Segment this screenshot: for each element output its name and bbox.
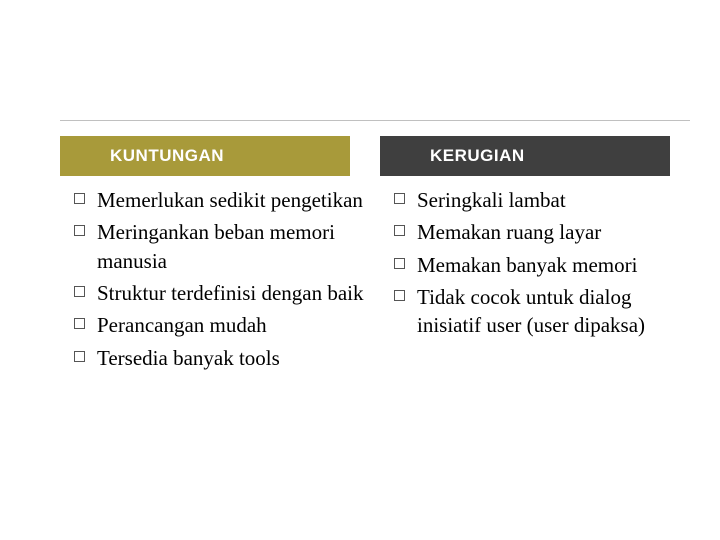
left-column: KUNTUNGAN Memerlukan sedikit pengetikan … xyxy=(60,136,370,376)
list-item: Struktur terdefinisi dengan baik xyxy=(74,279,370,307)
bullet-icon xyxy=(74,225,85,236)
list-item: Seringkali lambat xyxy=(394,186,690,214)
right-list: Seringkali lambat Memakan ruang layar Me… xyxy=(380,186,690,340)
item-text: Memerlukan sedikit pengetikan xyxy=(97,186,363,214)
bullet-icon xyxy=(394,290,405,301)
left-list: Memerlukan sedikit pengetikan Meringanka… xyxy=(60,186,370,372)
list-item: Tersedia banyak tools xyxy=(74,344,370,372)
bullet-icon xyxy=(74,318,85,329)
list-item: Perancangan mudah xyxy=(74,311,370,339)
divider-line xyxy=(60,120,690,121)
bullet-icon xyxy=(394,193,405,204)
bullet-icon xyxy=(74,193,85,204)
right-column: KERUGIAN Seringkali lambat Memakan ruang… xyxy=(380,136,690,376)
bullet-icon xyxy=(74,286,85,297)
list-item: Memakan ruang layar xyxy=(394,218,690,246)
item-text: Tidak cocok untuk dialog inisiatif user … xyxy=(417,283,690,340)
list-item: Memakan banyak memori xyxy=(394,251,690,279)
item-text: Memakan banyak memori xyxy=(417,251,637,279)
list-item: Tidak cocok untuk dialog inisiatif user … xyxy=(394,283,690,340)
item-text: Tersedia banyak tools xyxy=(97,344,280,372)
list-item: Memerlukan sedikit pengetikan xyxy=(74,186,370,214)
columns-container: KUNTUNGAN Memerlukan sedikit pengetikan … xyxy=(60,136,690,376)
bullet-icon xyxy=(394,258,405,269)
list-item: Meringankan beban memori manusia xyxy=(74,218,370,275)
right-header: KERUGIAN xyxy=(380,136,670,176)
left-header: KUNTUNGAN xyxy=(60,136,350,176)
item-text: Struktur terdefinisi dengan baik xyxy=(97,279,364,307)
item-text: Seringkali lambat xyxy=(417,186,566,214)
bullet-icon xyxy=(394,225,405,236)
item-text: Perancangan mudah xyxy=(97,311,267,339)
item-text: Meringankan beban memori manusia xyxy=(97,218,370,275)
item-text: Memakan ruang layar xyxy=(417,218,601,246)
bullet-icon xyxy=(74,351,85,362)
slide: KUNTUNGAN Memerlukan sedikit pengetikan … xyxy=(0,0,720,540)
